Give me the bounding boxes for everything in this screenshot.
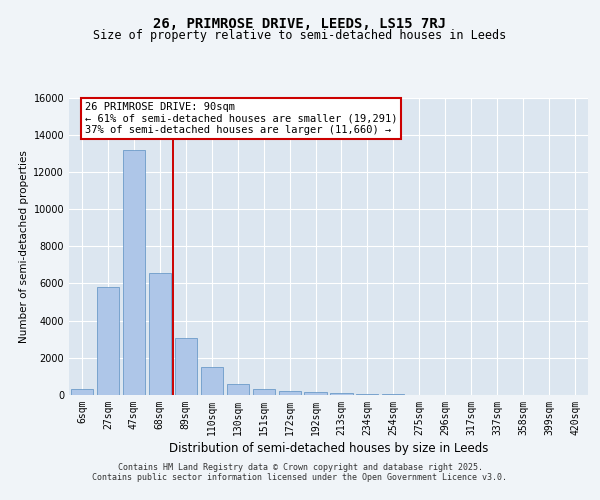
Bar bbox=[278, 390, 301, 395]
Bar bbox=[71, 390, 93, 395]
Bar bbox=[97, 287, 119, 395]
Bar bbox=[356, 394, 379, 395]
Text: 26 PRIMROSE DRIVE: 90sqm
← 61% of semi-detached houses are smaller (19,291)
37% : 26 PRIMROSE DRIVE: 90sqm ← 61% of semi-d… bbox=[85, 102, 397, 135]
Bar bbox=[175, 338, 197, 395]
Bar bbox=[227, 384, 249, 395]
Text: Contains public sector information licensed under the Open Government Licence v3: Contains public sector information licen… bbox=[92, 472, 508, 482]
Bar bbox=[304, 392, 326, 395]
Text: Size of property relative to semi-detached houses in Leeds: Size of property relative to semi-detach… bbox=[94, 29, 506, 42]
Bar bbox=[331, 393, 353, 395]
Bar bbox=[200, 368, 223, 395]
Bar bbox=[149, 273, 171, 395]
Y-axis label: Number of semi-detached properties: Number of semi-detached properties bbox=[19, 150, 29, 342]
Bar bbox=[123, 150, 145, 395]
Text: 26, PRIMROSE DRIVE, LEEDS, LS15 7RJ: 26, PRIMROSE DRIVE, LEEDS, LS15 7RJ bbox=[154, 18, 446, 32]
Bar bbox=[253, 389, 275, 395]
Bar bbox=[382, 394, 404, 395]
Text: Contains HM Land Registry data © Crown copyright and database right 2025.: Contains HM Land Registry data © Crown c… bbox=[118, 462, 482, 471]
X-axis label: Distribution of semi-detached houses by size in Leeds: Distribution of semi-detached houses by … bbox=[169, 442, 488, 455]
